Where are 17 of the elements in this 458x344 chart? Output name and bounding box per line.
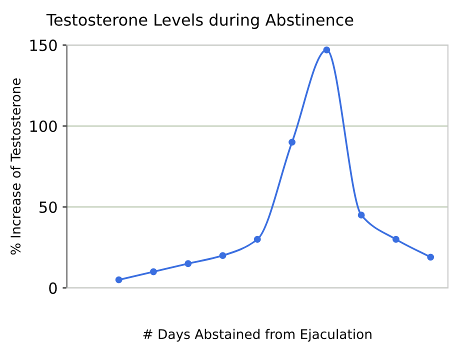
point: [184, 260, 192, 268]
y-tick-label: 0: [49, 282, 57, 294]
point: [427, 254, 434, 261]
point: [115, 276, 122, 284]
y-axis-title: % Increase of Testosterone: [10, 78, 21, 255]
point: [392, 236, 400, 243]
point: [288, 138, 296, 146]
point: [358, 212, 365, 219]
y-tick-label: 50: [40, 201, 57, 213]
y-tick-label: 150: [30, 40, 57, 52]
point: [323, 46, 330, 54]
point: [254, 236, 261, 243]
x-axis-title: # Days Abstained from Ejaculation: [143, 328, 372, 342]
y-tick-label: 100: [30, 120, 57, 132]
point: [219, 252, 226, 260]
point: [150, 268, 157, 276]
chart-title: Testosterone Levels during Abstinence: [46, 13, 354, 29]
